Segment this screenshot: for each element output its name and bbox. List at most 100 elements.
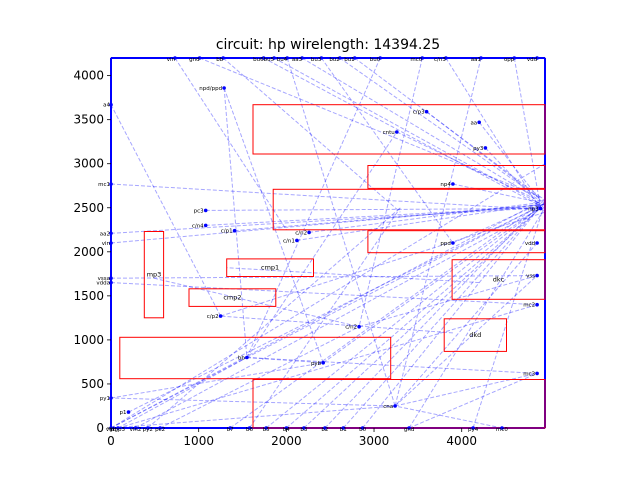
net-line [234,204,541,232]
pin-dot [261,56,266,60]
net-line [472,202,546,429]
cell-label: cmp2 [223,294,241,302]
pin-label: a4 [103,103,110,109]
net-line [153,277,360,328]
net-line [110,397,396,407]
pin-label: pc3 [194,208,205,214]
net-line [246,202,546,358]
pin-dot [109,276,113,281]
cell-rect [119,336,392,380]
pin-dot [232,228,237,233]
pin-dot [109,280,113,285]
pin-label: vdd [527,57,537,63]
x-tick-label: 3000 [359,434,390,448]
cell-rect [252,379,546,429]
y-tick-label: 1500 [73,289,104,303]
pin-dot [272,56,276,60]
net-line [339,57,541,200]
pin-dot [109,241,113,245]
pin-label: c/n4 [192,223,204,229]
pin-label: c/p3 [413,110,425,116]
pin-dot [109,102,113,107]
pin-dot [221,56,225,60]
pin-dot [222,86,226,90]
net-line [394,242,538,407]
pin-label: vssa [98,276,110,282]
pin-label: mc2 [523,303,535,309]
pin-dot [393,404,397,408]
x-axis-ticks: 0 1000 2000 3000 4000 [107,428,477,448]
net-line [358,275,538,328]
pin-dot [158,426,162,430]
net-line [394,275,538,407]
cell-rect [451,259,546,300]
pin-dot [126,410,131,414]
pin-dot [203,223,208,228]
x-tick-label: 4000 [446,434,477,448]
pin-label: np3 [528,207,539,213]
pin-dot [197,56,202,60]
pin-label: bb [238,356,245,362]
pin-label: aa1 [471,57,481,63]
pin-dot [228,426,232,430]
pin-dot [146,426,150,430]
pin-dot [451,182,455,186]
net-line [286,203,546,429]
cell-rect [367,230,546,254]
pin-label: bu3 [311,57,322,63]
pin-dot [323,426,327,430]
net-line [205,208,541,211]
net-line [309,202,541,233]
pin-label: bu0 [370,57,381,63]
net-line [358,57,423,327]
pin-dot [512,56,517,60]
pin-label: vdd [525,241,535,247]
pin-dot [133,426,138,430]
pin-dot [302,426,306,430]
x-tick-label: 0 [107,434,115,448]
net-line [110,282,538,306]
x-tick-label: 1000 [183,434,214,448]
pin-label: aa2 [100,231,110,237]
pin-label: npd/ppd [199,86,222,92]
pin-label: b5 [263,427,270,433]
pin-dot [535,371,539,376]
pin-dot [245,355,249,360]
net-line [354,57,541,198]
net-line [199,57,546,200]
pin-dot [338,56,342,60]
y-axis-ticks: 0 500 1000 1500 2000 2500 3000 3500 4000 [73,69,111,435]
pin-label: aa3 [292,57,303,63]
net-line [110,357,248,429]
pin-label: cntu [383,130,395,136]
pin-label: cna [383,404,393,410]
pin-label: bb [216,57,223,63]
pin-dot [395,130,399,134]
pin-label: b7 [227,427,234,433]
net-line [452,202,541,244]
net-line [223,87,248,358]
pin-label: pc2 [155,427,165,433]
net-line [110,405,396,429]
pin-label: mc0 [496,427,508,433]
pin-dot [203,208,208,213]
pin-dot [471,426,475,430]
pin-label: b1 [340,427,347,433]
net-line [362,200,546,429]
net-lines [110,57,546,429]
pin-dot [479,56,483,60]
net-line [226,267,480,284]
cell-rect [226,258,314,277]
pin-label: py3 [473,146,484,152]
cell-rect [367,165,546,189]
net-line [110,203,546,244]
pin-dot [407,426,411,430]
pin-label: bu4 [277,57,288,63]
y-tick-label: 3000 [73,157,104,171]
pin-label: c/n2 [295,230,307,236]
cell-rect [443,318,508,352]
y-tick-label: 0 [96,421,104,435]
pin-dot [116,426,120,430]
net-line [485,147,541,207]
cell-label: dkc [493,276,505,284]
